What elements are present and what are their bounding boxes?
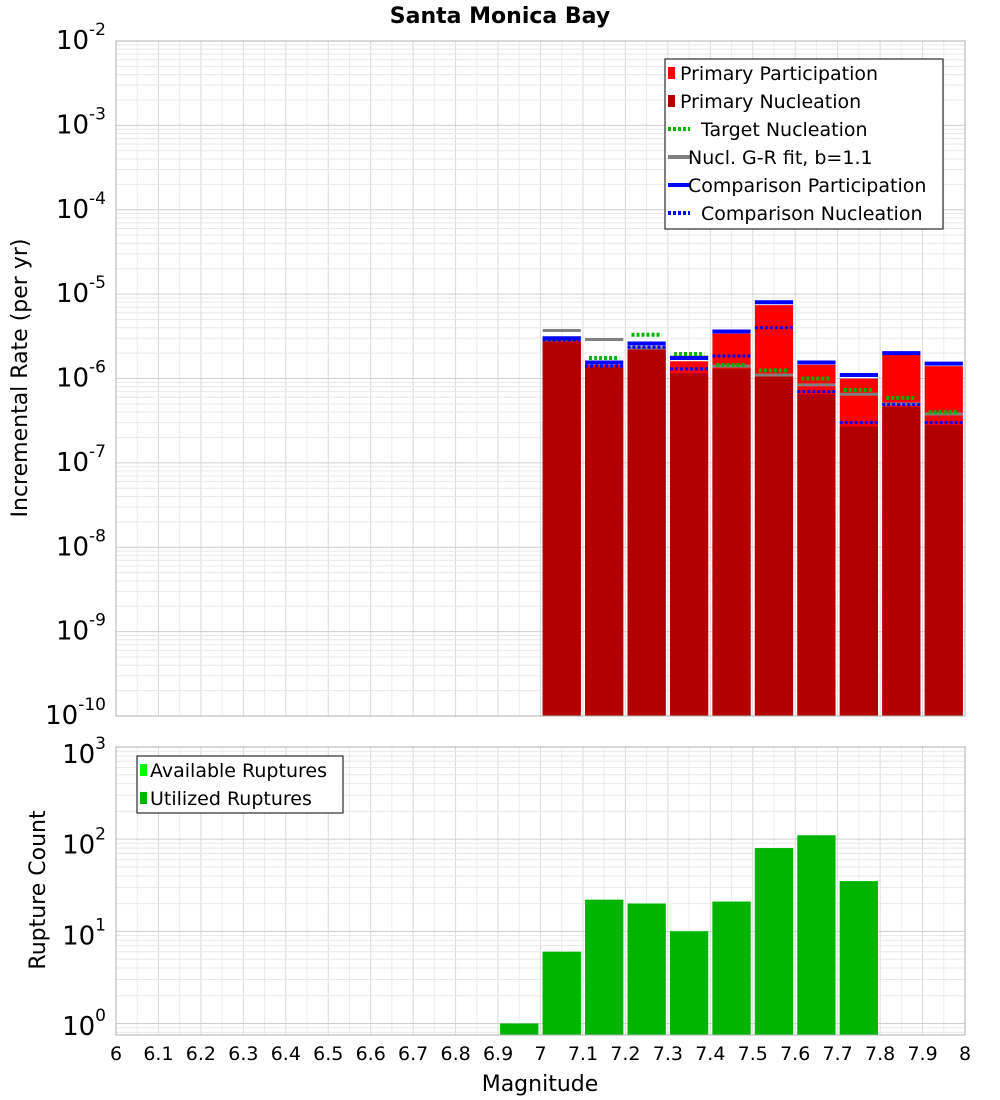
utilized-ruptures-bar — [797, 835, 836, 1035]
x-tick-label: 6.4 — [271, 1043, 301, 1065]
primary-nucleation-bar — [839, 426, 878, 716]
utilized-ruptures-bar — [669, 931, 709, 1035]
primary-nucleation-bar — [585, 367, 624, 716]
bottom-y-tick-label: 100 — [62, 1006, 106, 1042]
legend-label-gr_fit: Nucl. G-R fit, b=1.1 — [688, 147, 873, 169]
utilized-ruptures-bar — [542, 951, 581, 1035]
top-y-tick-label: 10-9 — [56, 611, 106, 647]
primary-nucleation-bar — [924, 425, 963, 716]
utilized-ruptures-bar — [627, 903, 666, 1035]
legend-swatch-available — [140, 764, 147, 776]
legend-label-primary_nucleation: Primary Nucleation — [680, 91, 861, 113]
top-y-tick-label: 10-4 — [56, 189, 106, 225]
legend-label-available: Available Ruptures — [150, 760, 327, 782]
top-y-tick-label: 10-2 — [56, 20, 106, 56]
legend-swatch-primary_participation — [668, 67, 675, 79]
primary-nucleation-bar — [754, 376, 794, 716]
x-tick-label: 8 — [959, 1043, 971, 1065]
x-tick-label: 6.7 — [398, 1043, 428, 1065]
bottom-y-tick-label: 101 — [62, 915, 106, 951]
x-tick-label: 6.6 — [356, 1043, 386, 1065]
x-tick-label: 6 — [110, 1043, 122, 1065]
primary-nucleation-bar — [627, 349, 666, 716]
primary-nucleation-bar — [712, 368, 751, 716]
legend-label-comparison_nucleation: Comparison Nucleation — [701, 203, 923, 225]
bottom-y-axis-label: Rupture Count — [26, 810, 51, 970]
top-y-tick-label: 10-10 — [45, 695, 106, 731]
bottom-y-tick-label: 102 — [62, 825, 106, 861]
x-tick-label: 7.7 — [823, 1043, 853, 1065]
x-tick-label: 7.8 — [865, 1043, 895, 1065]
primary-nucleation-bar — [669, 373, 709, 716]
x-axis-label: Magnitude — [482, 1072, 599, 1097]
bottom-plot-border — [115, 746, 966, 1036]
x-tick-label: 6.1 — [143, 1043, 173, 1065]
utilized-ruptures-bar — [712, 901, 751, 1035]
x-tick-label: 6.9 — [483, 1043, 513, 1065]
legend-label-primary_participation: Primary Participation — [680, 63, 878, 85]
primary-nucleation-bar — [797, 394, 836, 716]
utilized-ruptures-bar — [585, 899, 624, 1035]
legend-label-comparison_participation: Comparison Participation — [688, 175, 926, 197]
x-tick-label: 6.3 — [228, 1043, 258, 1065]
legend-label-target_nucleation: Target Nucleation — [700, 119, 868, 141]
legend-swatch-utilized — [140, 792, 147, 804]
x-tick-label: 7.1 — [568, 1043, 598, 1065]
primary-nucleation-bar — [882, 406, 921, 716]
top-plot-rates: 10-2 10-3 10-4 10-5 10-6 10-7 10-8 10-9 10-10 Pri… — [45, 20, 966, 731]
chart-title: Santa Monica Bay — [390, 4, 610, 29]
bottom-legend: Available Ruptures Utilized Ruptures — [136, 755, 344, 814]
top-y-tick-label: 10-5 — [56, 273, 106, 309]
x-tick-label: 7.4 — [695, 1043, 725, 1065]
top-legend-box — [664, 58, 944, 230]
utilized-ruptures-bar — [754, 848, 794, 1035]
x-tick-label: 7.9 — [907, 1043, 937, 1065]
x-tick-label: 7 — [534, 1043, 546, 1065]
x-tick-label: 6.2 — [186, 1043, 216, 1065]
top-y-tick-label: 10-8 — [56, 526, 106, 562]
top-y-tick-label: 10-3 — [56, 104, 106, 140]
bottom-y-tick-label: 103 — [62, 734, 106, 770]
x-tick-label: 6.5 — [313, 1043, 343, 1065]
utilized-ruptures-bar — [500, 1023, 539, 1035]
top-y-tick-label: 10-6 — [56, 358, 106, 394]
x-tick-label: 7.5 — [738, 1043, 768, 1065]
x-tick-label: 6.8 — [440, 1043, 470, 1065]
top-plot-border — [115, 40, 966, 717]
x-tick-label: 7.3 — [653, 1043, 683, 1065]
x-tick-label: 7.2 — [610, 1043, 640, 1065]
primary-nucleation-bar — [542, 342, 581, 716]
top-y-axis-label: Incremental Rate (per yr) — [8, 239, 33, 518]
legend-label-utilized: Utilized Ruptures — [150, 788, 312, 810]
top-y-tick-label: 10-7 — [56, 442, 106, 478]
legend-swatch-primary_nucleation — [668, 95, 675, 107]
bottom-legend-box — [136, 755, 344, 814]
utilized-ruptures-bar — [839, 881, 878, 1035]
top-legend: Primary Participation Primary Nucleation T… — [664, 58, 944, 230]
x-tick-label: 7.6 — [780, 1043, 810, 1065]
